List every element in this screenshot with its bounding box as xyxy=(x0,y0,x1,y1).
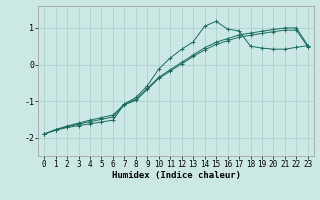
X-axis label: Humidex (Indice chaleur): Humidex (Indice chaleur) xyxy=(111,171,241,180)
